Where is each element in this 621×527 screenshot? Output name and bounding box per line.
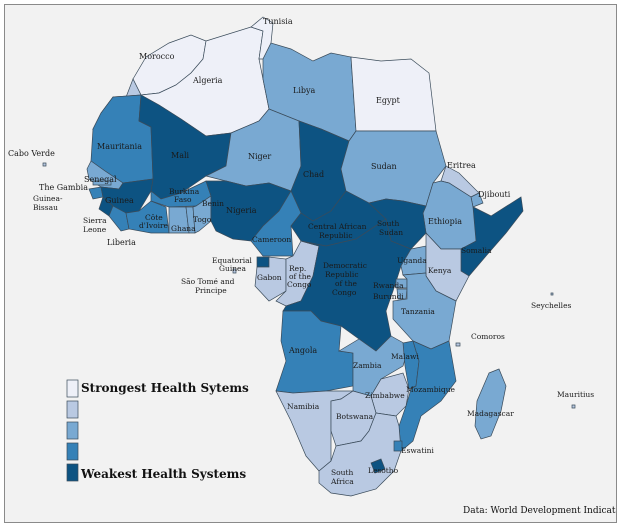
label-madagascar: Madagascar [467, 409, 514, 418]
label-gabon: Gabon [257, 273, 282, 282]
label-cote-line2: d'Ivoire [139, 221, 169, 230]
label-senegal: Senegal [84, 175, 117, 184]
label-drc-line1: Democratic [323, 261, 367, 270]
label-morocco: Morocco [139, 52, 175, 61]
label-cote-line1: Côte [145, 213, 163, 222]
label-sierra-leone-line1: Sierra [83, 216, 107, 225]
label-mauritania: Mauritania [97, 142, 142, 151]
country-mauritius [571, 404, 576, 409]
country-somalia [460, 196, 524, 277]
label-car-line2: Republic [319, 231, 353, 240]
label-guinea: Guinea [105, 196, 134, 205]
label-eq-guinea-line1: Equatorial [212, 256, 253, 265]
label-ethiopia: Ethiopia [428, 217, 462, 226]
label-togo: Togo [193, 215, 212, 224]
label-botswana: Botswana [336, 412, 374, 421]
country-comoros [455, 342, 461, 347]
country-equatorial-guinea [256, 256, 270, 268]
map-frame: Tunisia Morocco Algeria Libya Egypt Cabo… [4, 4, 617, 523]
label-sao-tome-line1: São Tomé and [181, 277, 235, 286]
label-rep-congo-line3: Congo [287, 280, 312, 289]
label-cabo-verde: Cabo Verde [8, 149, 55, 158]
label-namibia: Namibia [287, 402, 320, 411]
country-south-africa [318, 412, 402, 497]
label-guinea-bissau-line1: Guinea- [33, 194, 63, 203]
legend-swatch-4 [66, 442, 79, 461]
label-eq-guinea-line2: Guinea [219, 264, 246, 273]
label-comoros: Comoros [471, 332, 505, 341]
label-algeria: Algeria [192, 76, 223, 85]
label-south-africa-line2: Africa [330, 477, 354, 486]
label-south-sudan-line1: South [377, 219, 399, 228]
label-nigeria: Nigeria [226, 206, 257, 215]
label-zimbabwe: Zimbabwe [365, 391, 405, 400]
label-guinea-bissau-line2: Bissau [33, 203, 58, 212]
legend-weakest-label: Weakest Health Systems [80, 467, 246, 481]
label-tanzania: Tanzania [401, 307, 435, 316]
label-sao-tome-line2: Principe [195, 286, 227, 295]
legend-swatch-3 [66, 421, 79, 440]
country-kenya [425, 232, 470, 302]
country-mozambique [398, 340, 457, 452]
label-eritrea: Eritrea [447, 161, 476, 170]
label-uganda: Uganda [397, 256, 427, 265]
label-rep-congo-line1: Rep. [289, 264, 306, 273]
label-rwanda: Rwanda [373, 281, 404, 290]
label-mali: Mali [171, 151, 190, 160]
label-egypt: Egypt [376, 96, 401, 105]
label-libya: Libya [293, 86, 316, 95]
label-burkina-line2: Faso [174, 195, 192, 204]
country-zambia [337, 335, 410, 397]
country-lesotho [370, 458, 386, 474]
label-mozambique: Mozambique [406, 385, 456, 394]
country-eswatini [393, 440, 403, 452]
data-source: Data: World Development Indicators [463, 506, 616, 516]
label-ghana: Ghana [171, 224, 196, 233]
label-chad: Chad [303, 170, 324, 179]
legend: Strongest Health Sytems Weakest Health S… [66, 379, 249, 482]
label-the-gambia: The Gambia [39, 183, 88, 192]
africa-map: Tunisia Morocco Algeria Libya Egypt Cabo… [8, 16, 616, 516]
label-benin: Benin [202, 199, 224, 208]
label-sierra-leone-line2: Leone [83, 225, 107, 234]
legend-swatch-1 [66, 379, 79, 398]
label-seychelles: Seychelles [531, 301, 572, 310]
label-cameroon: Cameroon [252, 235, 291, 244]
country-mali [138, 94, 232, 200]
label-burundi: Burundi [373, 292, 404, 301]
label-angola: Angola [288, 346, 317, 355]
label-liberia: Liberia [107, 238, 136, 247]
label-burkina-line1: Burkina [169, 187, 200, 196]
label-somalia: Somalia [461, 246, 492, 255]
label-drc-line2: Republic [325, 270, 359, 279]
country-egypt [350, 56, 437, 132]
label-tunisia: Tunisia [263, 17, 293, 26]
country-sao-tome [232, 268, 237, 274]
label-south-sudan-line2: Sudan [379, 228, 403, 237]
country-seychelles [550, 292, 554, 296]
label-car-line1: Central African [308, 222, 367, 231]
country-gambia [92, 180, 112, 186]
label-rep-congo-line2: of the [289, 272, 312, 281]
label-zambia: Zambia [353, 361, 382, 370]
legend-swatch-2 [66, 400, 79, 419]
label-malawi: Malawi [391, 352, 419, 361]
country-cabo-verde [42, 162, 47, 167]
label-drc-line3: of the [335, 279, 358, 288]
legend-strongest-label: Strongest Health Sytems [81, 381, 249, 395]
label-kenya: Kenya [428, 266, 452, 275]
label-niger: Niger [248, 152, 271, 161]
label-lesotho: Lesotho [368, 466, 399, 475]
label-sudan: Sudan [371, 162, 397, 171]
label-drc-line4: Congo [332, 288, 357, 297]
label-eswatini: Eswatini [401, 446, 434, 455]
country-guinea-bissau [88, 186, 104, 200]
label-mauritius: Mauritius [557, 390, 594, 399]
label-south-africa-line1: South [331, 468, 353, 477]
label-djibouti: Djibouti [478, 190, 511, 199]
country-cote-divoire [125, 200, 170, 234]
legend-swatch-5 [66, 463, 79, 482]
country-madagascar [474, 368, 507, 440]
